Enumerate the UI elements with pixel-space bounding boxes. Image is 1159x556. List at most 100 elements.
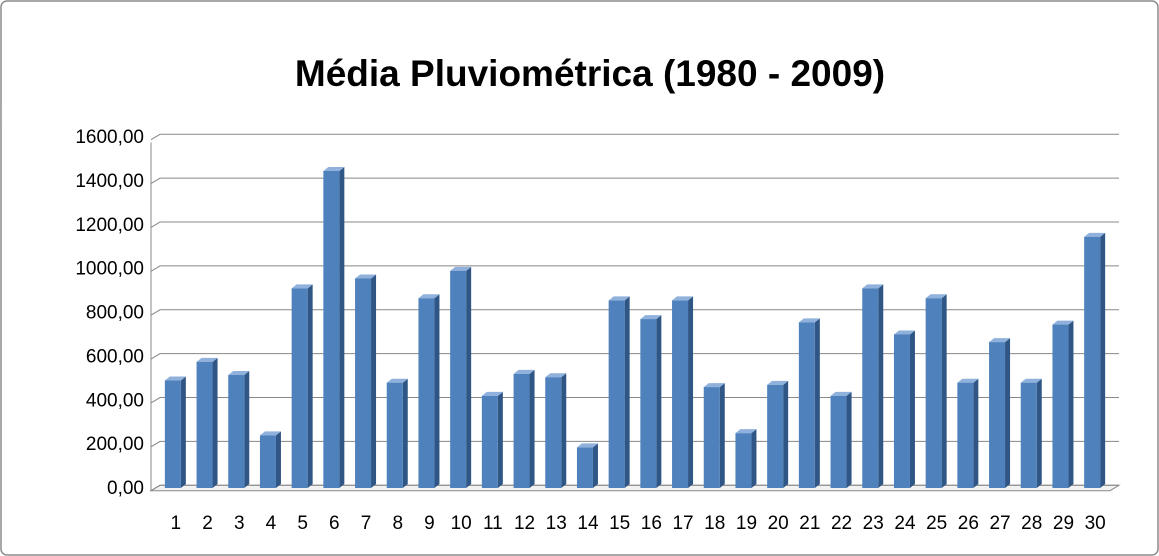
x-tick-label: 27 [989,513,1010,534]
bar-side [529,369,535,488]
bar [703,387,720,488]
bar-side [497,391,503,488]
y-tick-label: 0,00 [107,478,144,499]
bar-top [513,369,535,374]
bar-top [259,431,281,436]
bar-top [989,338,1011,343]
bar [925,298,942,488]
x-tick-label: 20 [768,513,789,534]
bar-side [973,378,979,488]
y-tick-label: 1600,00 [75,127,144,148]
bar-top [608,296,630,301]
bar-top [355,274,377,279]
bar-top [576,443,598,448]
bar [228,375,245,488]
x-tick-label: 16 [641,513,662,534]
bar [513,373,530,488]
bar-side [878,284,884,488]
y-tick-label: 400,00 [86,390,144,411]
x-tick-label: 2 [202,513,213,534]
x-tick-label: 14 [577,513,599,534]
bar-side [212,357,218,488]
bar-side [719,383,725,488]
bar [481,395,498,488]
bar-side [592,443,598,488]
bar-top [925,294,947,299]
bar [418,298,435,488]
bar-side [466,266,472,488]
bar-top [893,330,915,335]
bar [1020,382,1037,488]
y-tick-label: 1000,00 [75,259,144,280]
bar-top [386,378,408,383]
y-tick-label: 800,00 [86,303,144,324]
bar [386,382,403,488]
bar-top [798,318,820,323]
bar-side [846,391,852,488]
bar-top [1020,378,1042,383]
bar-top [1052,320,1074,325]
bar-side [783,380,789,488]
bar-top [545,373,567,378]
grid-line [150,221,1119,228]
x-tick-label: 19 [736,513,757,534]
bar-side [1100,232,1106,488]
bar-side [371,274,377,488]
bar-side [1036,378,1042,488]
bar-side [624,296,630,488]
x-tick-label: 9 [424,513,435,534]
x-tick-label: 8 [392,513,403,534]
bar [672,300,689,488]
bar-top [830,391,852,396]
x-tick-label: 15 [609,513,630,534]
bar-side [656,315,662,488]
x-tick-label: 3 [234,513,245,534]
bar-top [640,315,662,320]
bar-side [751,429,757,488]
bar-top [481,391,503,396]
x-tick-label: 26 [958,513,979,534]
bar-top [418,294,440,299]
bar-top [1084,232,1106,237]
x-tick-label: 18 [704,513,725,534]
bar [1084,236,1101,488]
x-tick-label: 28 [1021,513,1042,534]
x-tick-label: 17 [672,513,693,534]
x-tick-label: 22 [831,513,852,534]
bar-side [1005,338,1011,488]
bar [830,395,847,488]
bar [323,171,340,489]
bar-side [941,294,947,488]
grid-line [150,133,1119,141]
bar-top [703,383,725,388]
bar-side [275,431,281,488]
bar [450,270,467,488]
bar [576,447,593,488]
x-tick-label: 5 [297,513,308,534]
bar-top [164,376,186,381]
x-tick-label: 1 [171,513,182,534]
bar [355,278,372,488]
bar-side [1068,320,1074,488]
bar [767,384,784,488]
grid-line [150,309,1119,316]
x-tick-label: 7 [361,513,372,534]
bar-top [957,378,979,383]
bar [164,380,181,488]
x-tick-label: 30 [1085,513,1106,534]
chart-title: Média Pluviométrica (1980 - 2009) [295,53,885,94]
bar [893,334,910,488]
bar-side [561,373,567,488]
y-tick-label: 200,00 [86,434,144,455]
grid-line [150,177,1119,185]
bar-top [228,371,250,376]
x-tick-label: 6 [329,513,340,534]
bar [640,319,657,488]
y-tick-label: 600,00 [86,346,144,367]
x-tick-label: 24 [894,513,916,534]
x-tick-label: 13 [546,513,567,534]
bar-top [291,284,313,289]
y-tick-label: 1200,00 [75,215,144,236]
bar [608,300,625,488]
